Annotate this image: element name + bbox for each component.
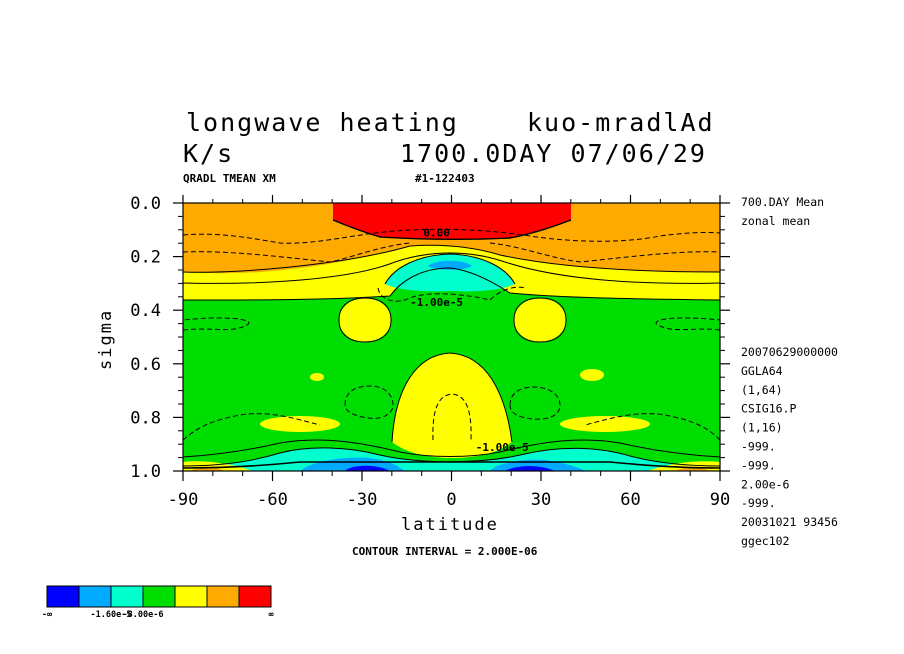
contour-lines	[183, 219, 720, 467]
side-info-meta-line: -999.	[741, 440, 776, 454]
side-info-line: 700.DAY Mean	[741, 195, 824, 209]
colorbar-label: ∞	[268, 610, 273, 620]
band-yellow-lower-edges	[183, 461, 720, 471]
side-info-meta-line: 20070629000000	[741, 345, 838, 359]
contour-label: -1.00e-5	[410, 296, 463, 309]
side-info-meta-line: -999.	[741, 496, 776, 510]
colorbar-swatch	[174, 585, 208, 608]
x-axis-label: latitude	[401, 515, 499, 535]
y-tick-label: 1.0	[130, 462, 161, 482]
colorbar-label: -8.00e-6	[123, 610, 164, 620]
contour-label: -1.00e-5	[476, 441, 529, 454]
blob-yellow-small-right	[580, 369, 604, 381]
band-yellow-upper	[183, 245, 720, 300]
y-tick-label: 0.0	[130, 194, 161, 214]
colorbar-label: -1.60e-5	[91, 610, 132, 620]
x-tick-label: 60	[620, 490, 640, 510]
x-tick-label: -30	[347, 490, 378, 510]
contour-labels: 0.00 -1.00e-5 -1.00e-5	[410, 227, 529, 454]
x-axis: -90 -60 -30 0 30 60 90	[168, 195, 730, 510]
blob-yellow-small-left	[310, 373, 324, 381]
contour-zero-bottom	[183, 461, 720, 469]
y-axis: 0.0 0.2 0.4 0.6 0.8 1.0	[130, 194, 730, 482]
colorbar-swatch	[78, 585, 112, 608]
x-tick-label: 30	[531, 490, 551, 510]
colorbar-label: -∞	[42, 610, 52, 620]
side-info-meta-line: 2.00e-6	[741, 477, 790, 491]
x-tick-label: -90	[168, 490, 199, 510]
band-cyan-upper	[385, 254, 515, 292]
side-info-meta-line: GGLA64	[741, 364, 783, 378]
units-label: K/s	[183, 139, 234, 168]
contour-lines-dashed	[183, 228, 720, 441]
blob-yellow-right	[514, 298, 566, 342]
chart-title-run: kuo-mradlAd	[527, 108, 715, 137]
blob-yellow-left	[339, 298, 391, 342]
y-tick-label: 0.6	[130, 355, 161, 375]
side-info-meta-line: (1,64)	[741, 383, 783, 397]
blob-yellow-center	[392, 353, 512, 458]
y-tick-label: 0.2	[130, 248, 161, 268]
colorbar-swatch	[206, 585, 240, 608]
x-tick-label: -60	[257, 490, 288, 510]
colorbar-swatch	[142, 585, 176, 608]
contour-label: 0.00	[423, 227, 450, 240]
colorbar: -∞ -1.60e-5-8.00e-6 ∞	[42, 585, 274, 620]
x-tick-label: 0	[446, 490, 456, 510]
side-info-meta-line: -999.	[741, 458, 776, 472]
side-info-meta: 20070629000000 GGLA64 (1,64) CSIG16.P (1,16)…	[741, 345, 838, 548]
band-red	[333, 203, 571, 240]
band-blue-upper	[428, 260, 472, 270]
contour-interval-label: CONTOUR INTERVAL = 2.000E-06	[352, 545, 538, 558]
colorbar-swatch	[46, 585, 80, 608]
chart-title: longwave heating	[186, 108, 459, 137]
side-info-meta-line: (1,16)	[741, 421, 783, 435]
side-info-top: 700.DAY Mean zonal mean	[741, 195, 824, 228]
contour-field	[183, 203, 720, 471]
side-info-line: zonal mean	[741, 214, 810, 228]
side-info-meta-line: ggec102	[741, 534, 789, 548]
field-label: QRADL TMEAN XM	[183, 172, 276, 185]
blob-yellow-low-right	[560, 416, 650, 432]
blob-yellow-low-left	[260, 416, 340, 432]
side-info-meta-line: 20031021 93456	[741, 515, 838, 529]
colorbar-swatch	[110, 585, 144, 608]
time-label: 1700.0DAY 07/06/29	[400, 139, 707, 168]
y-tick-label: 0.4	[130, 301, 161, 321]
colorbar-swatch	[238, 585, 272, 608]
y-axis-label: sigma	[96, 309, 116, 370]
x-tick-label: 90	[710, 490, 730, 510]
side-info-meta-line: CSIG16.P	[741, 402, 796, 416]
y-tick-label: 0.8	[130, 408, 161, 428]
run-id-label: #1-122403	[415, 172, 475, 185]
